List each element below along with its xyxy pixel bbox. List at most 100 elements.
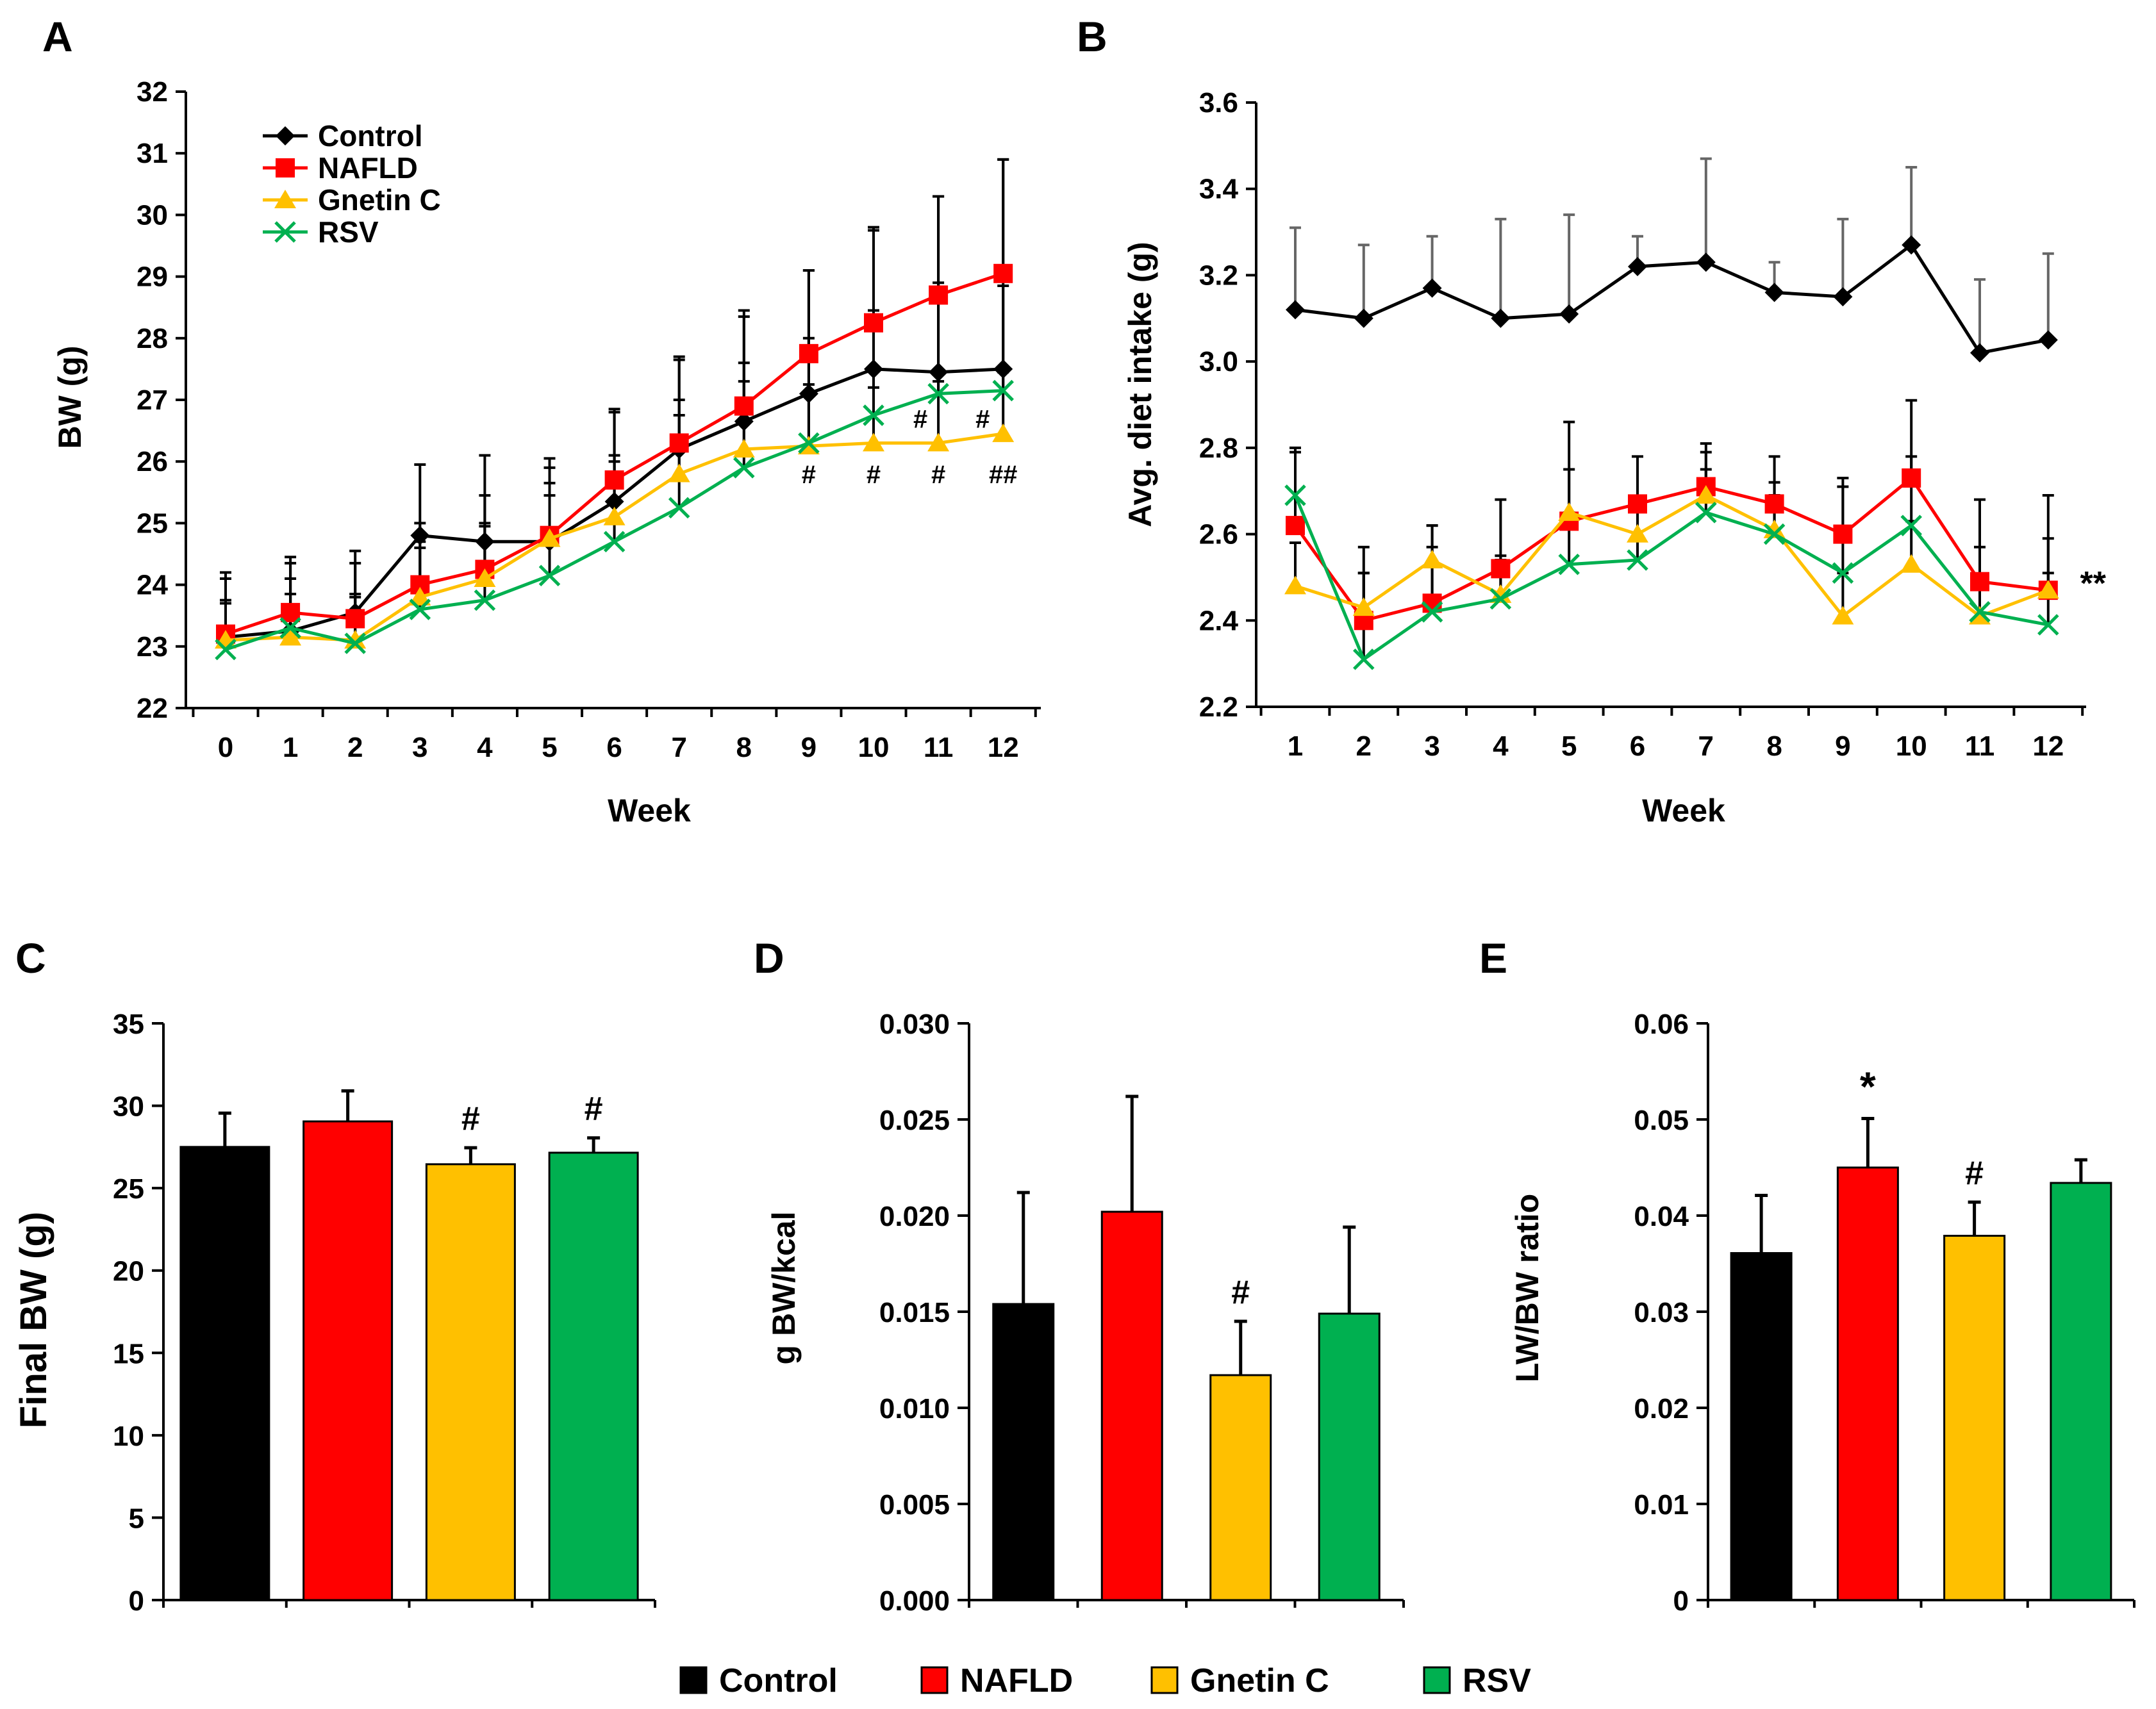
- y-tick-label: 25: [137, 508, 168, 539]
- y-tick-label: 0.06: [1634, 1009, 1689, 1040]
- bar-gnetin-c: [1943, 1235, 2006, 1601]
- data-point-gnetin-c: [2037, 580, 2059, 599]
- panel-d-label: D: [754, 934, 784, 982]
- y-tick-label: 22: [137, 693, 168, 724]
- data-point-nafld: [993, 263, 1013, 283]
- data-point-rsv-stroke: [798, 432, 820, 454]
- data-point-gnetin-c: [992, 423, 1015, 442]
- panel-a-y-axis-label: BW (g): [52, 345, 88, 449]
- data-point-rsv: [409, 599, 431, 620]
- x-tick-label: 0: [218, 732, 233, 763]
- panel-b-y-axis-label: Avg. diet intake (g): [1122, 242, 1158, 527]
- legend-marker: [274, 190, 296, 208]
- y-tick-label: 3.4: [1199, 174, 1239, 205]
- data-point-rsv: [1284, 484, 1306, 506]
- significance-marker: ##: [989, 461, 1018, 489]
- x-tick-label: 11: [1965, 731, 1995, 762]
- data-point-control: [799, 384, 818, 404]
- data-point-rsv: [1900, 515, 1922, 536]
- data-point-control: [475, 532, 495, 552]
- data-point-rsv-stroke: [215, 638, 236, 661]
- significance-marker: #: [931, 461, 945, 489]
- significance-marker: #: [585, 1091, 603, 1128]
- y-tick-label: 0.03: [1634, 1297, 1689, 1328]
- data-point-rsv: [927, 383, 949, 405]
- significance-marker: #: [461, 1100, 480, 1137]
- legend-marker-stroke: [274, 221, 296, 243]
- data-point-rsv: [279, 617, 301, 639]
- data-point-rsv: [215, 638, 236, 661]
- panel-a-label: A: [42, 13, 73, 60]
- x-tick-label: 3: [1424, 731, 1439, 762]
- data-point-rsv-stroke: [2037, 614, 2059, 636]
- panel-e-bar-chart: E LW/BW ratio 00.010.020.030.040.050.06 …: [1479, 934, 2135, 1617]
- y-tick-label: 10: [113, 1421, 144, 1452]
- panel-e-label: E: [1479, 934, 1507, 982]
- x-tick-label: 4: [477, 732, 493, 763]
- x-tick-label: 3: [412, 732, 427, 763]
- significance-marker: #: [913, 405, 927, 433]
- data-point-rsv: [538, 565, 561, 586]
- series-line-control: [1295, 242, 2049, 355]
- data-point-nafld: [1833, 524, 1853, 544]
- bar-gnetin-c: [425, 1163, 516, 1601]
- bar-legend: Control NAFLD Gnetin C RSV: [679, 1662, 1531, 1699]
- panel-d-y-axis-label: g BW/kcal: [766, 1212, 802, 1365]
- data-point-control: [1491, 308, 1511, 328]
- data-point-rsv-stroke: [1627, 549, 1648, 571]
- y-tick-label: 5: [129, 1503, 144, 1534]
- data-point-rsv: [474, 589, 496, 611]
- data-point-nafld: [864, 313, 883, 333]
- x-tick-label: 7: [1698, 731, 1714, 762]
- data-point-rsv-stroke: [1900, 515, 1922, 536]
- data-point-rsv-stroke: [409, 599, 431, 620]
- data-point-control: [1696, 252, 1716, 272]
- x-tick-label: 4: [1493, 731, 1509, 762]
- data-point-rsv: [668, 497, 690, 519]
- data-point-control: [1422, 278, 1442, 298]
- legend-label: Control: [318, 119, 423, 153]
- y-tick-label: 0.04: [1634, 1201, 1689, 1232]
- y-tick-label: 0: [1673, 1585, 1689, 1617]
- data-point-control: [1902, 235, 1921, 255]
- data-point-nafld: [281, 602, 301, 622]
- data-point-rsv-stroke: [474, 589, 496, 611]
- y-tick-label: 35: [113, 1009, 144, 1040]
- y-tick-label: 2.6: [1199, 519, 1238, 550]
- x-tick-label: 10: [1896, 731, 1927, 762]
- panel-b-x-axis-label: Week: [1642, 793, 1725, 829]
- data-point-nafld: [929, 285, 949, 305]
- data-point-control: [734, 411, 754, 431]
- data-point-gnetin-c: [1969, 606, 1991, 625]
- data-point-rsv-stroke: [1284, 484, 1306, 506]
- legend-label: RSV: [1463, 1662, 1531, 1699]
- data-point-control: [1764, 283, 1784, 302]
- data-point-nafld: [1902, 468, 1921, 488]
- data-point-rsv: [1969, 601, 1991, 623]
- data-point-rsv-stroke: [538, 565, 561, 586]
- y-tick-label: 15: [113, 1338, 144, 1369]
- data-point-gnetin-c: [863, 433, 884, 452]
- x-tick-label: 9: [1835, 731, 1850, 762]
- y-tick-label: 0: [129, 1585, 144, 1617]
- y-tick-label: 24: [137, 570, 168, 601]
- data-point-rsv-stroke: [1832, 562, 1854, 584]
- data-point-control: [2038, 330, 2058, 350]
- bar-nafld: [303, 1120, 394, 1601]
- data-point-gnetin-c: [1352, 597, 1375, 616]
- data-point-gnetin-c: [603, 506, 626, 525]
- data-point-rsv: [863, 404, 884, 426]
- y-tick-label: 28: [137, 323, 168, 354]
- significance-marker: #: [1965, 1155, 1984, 1192]
- legend-swatch: [1150, 1666, 1179, 1694]
- data-point-rsv-stroke: [1353, 648, 1375, 670]
- panel-b-line-chart: B Avg. diet intake (g) Week 2.2 2.4 2.6 2.8…: [1077, 13, 2107, 829]
- y-tick-label: 27: [137, 384, 168, 416]
- x-tick-label: 5: [1561, 731, 1577, 762]
- bar-rsv: [548, 1152, 639, 1601]
- x-tick-label: 6: [1630, 731, 1645, 762]
- y-tick-label: 31: [137, 138, 168, 169]
- y-tick-label: 0.030: [879, 1009, 950, 1040]
- y-tick-label: 2.4: [1199, 605, 1239, 636]
- bar-nafld: [1100, 1210, 1163, 1601]
